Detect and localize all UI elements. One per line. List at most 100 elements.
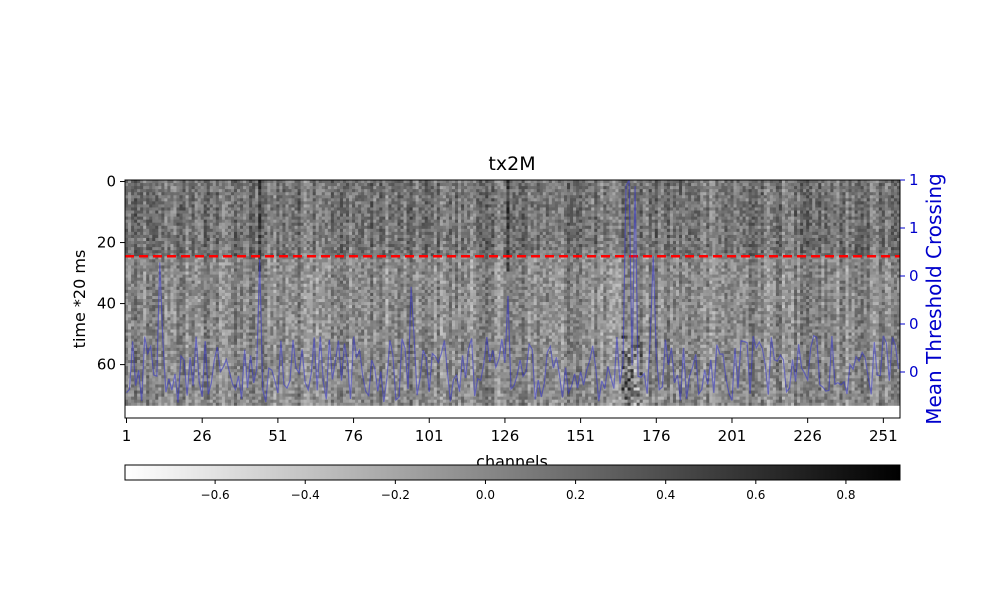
heatmap-cell bbox=[730, 180, 734, 184]
heatmap-cell bbox=[594, 189, 598, 193]
heatmap-cell bbox=[200, 189, 205, 193]
heatmap-cell bbox=[282, 210, 286, 214]
heatmap-cell bbox=[321, 222, 326, 227]
heatmap-cell bbox=[654, 231, 659, 236]
heatmap-cell bbox=[158, 210, 162, 214]
heatmap-cell bbox=[394, 225, 398, 230]
heatmap-cell bbox=[854, 228, 859, 233]
heatmap-cell bbox=[312, 189, 317, 193]
heatmap-cell bbox=[706, 210, 710, 214]
heatmap-cell bbox=[436, 207, 441, 211]
heatmap-cell bbox=[554, 219, 559, 224]
heatmap-cell bbox=[454, 186, 459, 190]
heatmap-cell bbox=[866, 222, 871, 227]
heatmap-cell bbox=[406, 237, 410, 242]
heatmap-cell bbox=[318, 216, 323, 221]
heatmap-cell bbox=[497, 219, 501, 224]
heatmap-cell bbox=[131, 192, 135, 196]
heatmap-cell bbox=[551, 213, 556, 218]
heatmap-cell bbox=[424, 234, 429, 239]
heatmap-cell bbox=[297, 231, 301, 236]
heatmap-cell bbox=[370, 210, 374, 214]
heatmap-cell bbox=[506, 225, 510, 230]
heatmap-cell bbox=[812, 234, 816, 239]
heatmap-cell bbox=[563, 213, 568, 218]
heatmap-cell bbox=[512, 189, 516, 193]
heatmap-cell bbox=[551, 186, 556, 190]
heatmap-cell bbox=[588, 204, 592, 208]
heatmap-cell bbox=[152, 198, 156, 202]
heatmap-cell bbox=[330, 216, 335, 221]
heatmap-cell bbox=[827, 195, 831, 199]
heatmap-cell bbox=[527, 198, 532, 202]
heatmap-cell bbox=[140, 234, 144, 239]
heatmap-cell bbox=[173, 180, 177, 184]
heatmap-cell bbox=[812, 201, 816, 205]
heatmap-cell bbox=[212, 213, 217, 218]
heatmap-cell bbox=[476, 207, 480, 211]
heatmap-cell bbox=[503, 189, 507, 193]
heatmap-cell bbox=[451, 204, 456, 208]
heatmap-cell bbox=[473, 210, 477, 214]
heatmap-cell bbox=[276, 237, 280, 242]
heatmap-cell bbox=[573, 180, 577, 184]
heatmap-cell bbox=[618, 216, 622, 221]
heatmap-cell bbox=[854, 213, 859, 218]
heatmap-cell bbox=[170, 219, 174, 224]
heatmap-cell bbox=[152, 192, 156, 196]
heatmap-cell bbox=[276, 216, 280, 221]
heatmap-cell bbox=[240, 231, 244, 236]
heatmap-cell bbox=[342, 219, 347, 224]
heatmap-cell bbox=[370, 237, 374, 242]
heatmap-cell bbox=[439, 237, 444, 242]
heatmap-cell bbox=[784, 216, 789, 221]
heatmap-cell bbox=[751, 234, 756, 239]
heatmap-cell bbox=[839, 222, 843, 227]
heatmap-cell bbox=[742, 186, 747, 190]
heatmap-cell bbox=[527, 231, 532, 236]
heatmap-cell bbox=[557, 222, 562, 227]
heatmap-cell bbox=[818, 216, 822, 221]
heatmap-cell bbox=[364, 234, 368, 239]
heatmap-cell bbox=[884, 213, 889, 218]
heatmap-cell bbox=[715, 207, 719, 211]
heatmap-cell bbox=[548, 201, 553, 205]
heatmap-cell bbox=[454, 201, 459, 205]
heatmap-cell bbox=[576, 180, 580, 184]
heatmap-cell bbox=[364, 204, 368, 208]
heatmap-cell bbox=[521, 237, 526, 242]
heatmap-cell bbox=[158, 216, 162, 221]
heatmap-cell bbox=[167, 228, 171, 233]
heatmap-cell bbox=[669, 201, 674, 205]
heatmap-cell bbox=[727, 180, 731, 184]
heatmap-cell bbox=[473, 228, 477, 233]
heatmap-cell bbox=[294, 225, 298, 230]
heatmap-cell bbox=[700, 234, 704, 239]
heatmap-cell bbox=[330, 201, 335, 205]
heatmap-cell bbox=[803, 198, 807, 202]
heatmap-cell bbox=[421, 198, 426, 202]
heatmap-cell bbox=[839, 216, 843, 221]
heatmap-cell bbox=[367, 201, 371, 205]
heatmap-cell bbox=[854, 231, 859, 236]
heatmap-cell bbox=[848, 192, 852, 196]
heatmap-cell bbox=[134, 183, 138, 187]
heatmap-cell bbox=[521, 210, 526, 214]
heatmap-cell bbox=[551, 204, 556, 208]
heatmap-cell bbox=[164, 222, 168, 227]
heatmap-cell bbox=[533, 186, 538, 190]
heatmap-cell bbox=[763, 222, 768, 227]
heatmap-cell bbox=[170, 183, 174, 187]
heatmap-cell bbox=[333, 195, 338, 199]
heatmap-cell bbox=[727, 192, 731, 196]
heatmap-cell bbox=[694, 186, 698, 190]
heatmap-cell bbox=[651, 189, 656, 193]
heatmap-cell bbox=[376, 219, 380, 224]
heatmap-cell bbox=[881, 216, 886, 221]
heatmap-cell bbox=[642, 234, 647, 239]
heatmap-cell bbox=[718, 198, 722, 202]
heatmap-cell bbox=[863, 189, 868, 193]
heatmap-cell bbox=[515, 234, 519, 239]
heatmap-cell bbox=[772, 216, 777, 221]
heatmap-cell bbox=[503, 186, 507, 190]
